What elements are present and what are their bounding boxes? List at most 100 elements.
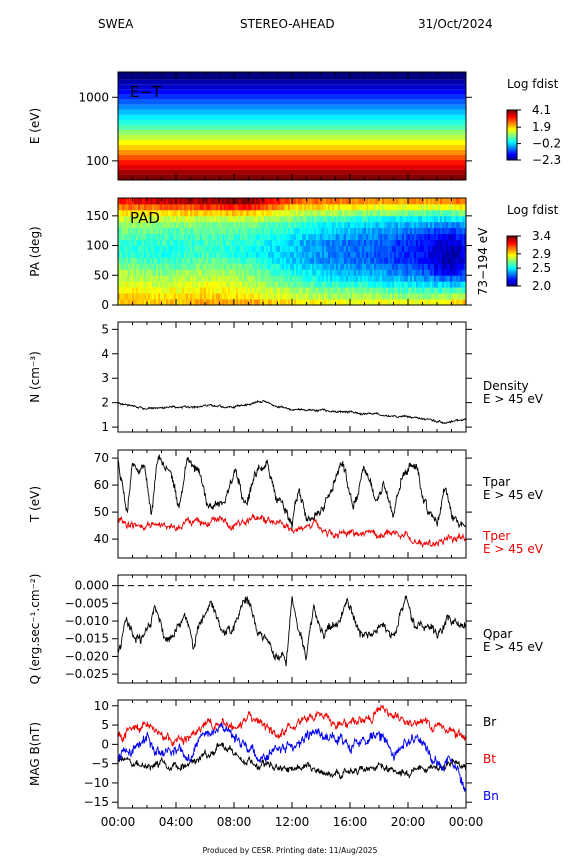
pad-cell xyxy=(192,299,195,306)
pad-cell xyxy=(380,209,383,217)
pad-cell xyxy=(388,275,391,282)
pad-cell xyxy=(402,215,405,223)
pad-cell xyxy=(432,257,435,264)
energy-band xyxy=(118,139,466,145)
pad-cell xyxy=(362,287,365,294)
pad-cell xyxy=(404,233,407,241)
pad-cell xyxy=(200,281,203,288)
pad-cell xyxy=(166,215,169,223)
pad-cell xyxy=(174,257,177,264)
pad-cell xyxy=(304,239,307,246)
colorbar-swatch xyxy=(507,252,517,254)
pad-cell xyxy=(166,299,169,306)
pad-cell xyxy=(464,215,467,223)
colorbar-swatch xyxy=(507,136,517,138)
pad-cell xyxy=(276,275,279,282)
pad-cell xyxy=(128,215,131,223)
pad-cell xyxy=(424,251,427,258)
pad-cell xyxy=(446,215,449,223)
pad-cell xyxy=(254,257,257,264)
pad-cell xyxy=(410,198,413,205)
pad-cell xyxy=(228,239,231,246)
pad-cell xyxy=(390,203,393,211)
pad-cell xyxy=(346,251,349,258)
pad-cell xyxy=(384,209,387,217)
pad-cell xyxy=(160,257,163,264)
pad-cell xyxy=(430,287,433,294)
pad-cell xyxy=(396,245,399,252)
pad-cell xyxy=(264,209,267,217)
pad-cell xyxy=(318,203,321,211)
energy-band xyxy=(118,169,466,175)
pad-cell xyxy=(260,275,263,282)
pad-cell xyxy=(182,257,185,264)
pad-cell xyxy=(210,299,213,306)
pad-cell xyxy=(120,239,123,246)
pad-cell xyxy=(464,287,467,294)
pad-cell xyxy=(406,275,409,282)
pad-cell xyxy=(460,293,463,300)
pad-cell xyxy=(354,251,357,258)
pad-cell xyxy=(246,299,249,306)
pad-cell xyxy=(336,251,339,258)
pad-cell xyxy=(430,209,433,217)
pad-cell xyxy=(370,251,373,258)
pad-cell xyxy=(302,251,305,258)
pad-cell xyxy=(272,257,275,264)
pad-cell xyxy=(346,209,349,217)
pad-cell xyxy=(168,215,171,223)
pad-cell xyxy=(424,299,427,306)
pad-cell xyxy=(238,233,241,241)
pad-cell xyxy=(138,198,141,205)
pad-cell xyxy=(188,239,191,246)
pad-cell xyxy=(196,209,199,217)
pad-cell xyxy=(316,269,319,276)
pad-cell xyxy=(180,239,183,246)
pad-cell xyxy=(126,203,129,211)
pad-cell xyxy=(294,269,297,276)
pad-cell xyxy=(160,287,163,294)
pad-cell xyxy=(216,215,219,223)
pad-cell xyxy=(272,275,275,282)
pad-cell xyxy=(412,281,415,288)
instrument-title: SWEA xyxy=(98,17,134,31)
pad-cell xyxy=(168,227,171,235)
pad-cell xyxy=(412,275,415,282)
pad-cell xyxy=(414,263,417,270)
pad-cell xyxy=(194,239,197,246)
pad-cell xyxy=(268,287,271,294)
pad-cell xyxy=(464,221,467,229)
pad-cell xyxy=(122,227,125,235)
pad-cell xyxy=(144,257,147,264)
panel-label: PAD xyxy=(130,209,160,227)
pad-cell xyxy=(232,203,235,211)
pad-cell xyxy=(362,263,365,270)
pad-cell xyxy=(186,239,189,246)
pad-cell xyxy=(252,239,255,246)
pad-cell xyxy=(354,275,357,282)
pad-cell xyxy=(378,227,381,235)
pad-cell xyxy=(304,257,307,264)
pad-cell xyxy=(246,221,249,229)
pad-cell xyxy=(282,269,285,276)
pad-cell xyxy=(432,251,435,258)
colorbar-tick-label: 2.9 xyxy=(532,247,551,261)
series-qpar xyxy=(118,595,466,667)
pad-cell xyxy=(126,233,129,241)
pad-cell xyxy=(196,198,199,205)
pad-cell xyxy=(218,251,221,258)
pad-cell xyxy=(448,257,451,264)
pad-cell xyxy=(402,245,405,252)
pad-cell xyxy=(126,227,129,235)
pad-cell xyxy=(140,215,143,223)
pad-cell xyxy=(202,263,205,270)
pad-cell xyxy=(272,281,275,288)
pad-cell xyxy=(240,251,243,258)
pad-cell xyxy=(450,198,453,205)
pad-cell xyxy=(146,275,149,282)
pad-cell xyxy=(236,215,239,223)
pad-cell xyxy=(170,275,173,282)
pad-cell xyxy=(218,203,221,211)
pad-cell xyxy=(222,209,225,217)
pad-cell xyxy=(396,281,399,288)
